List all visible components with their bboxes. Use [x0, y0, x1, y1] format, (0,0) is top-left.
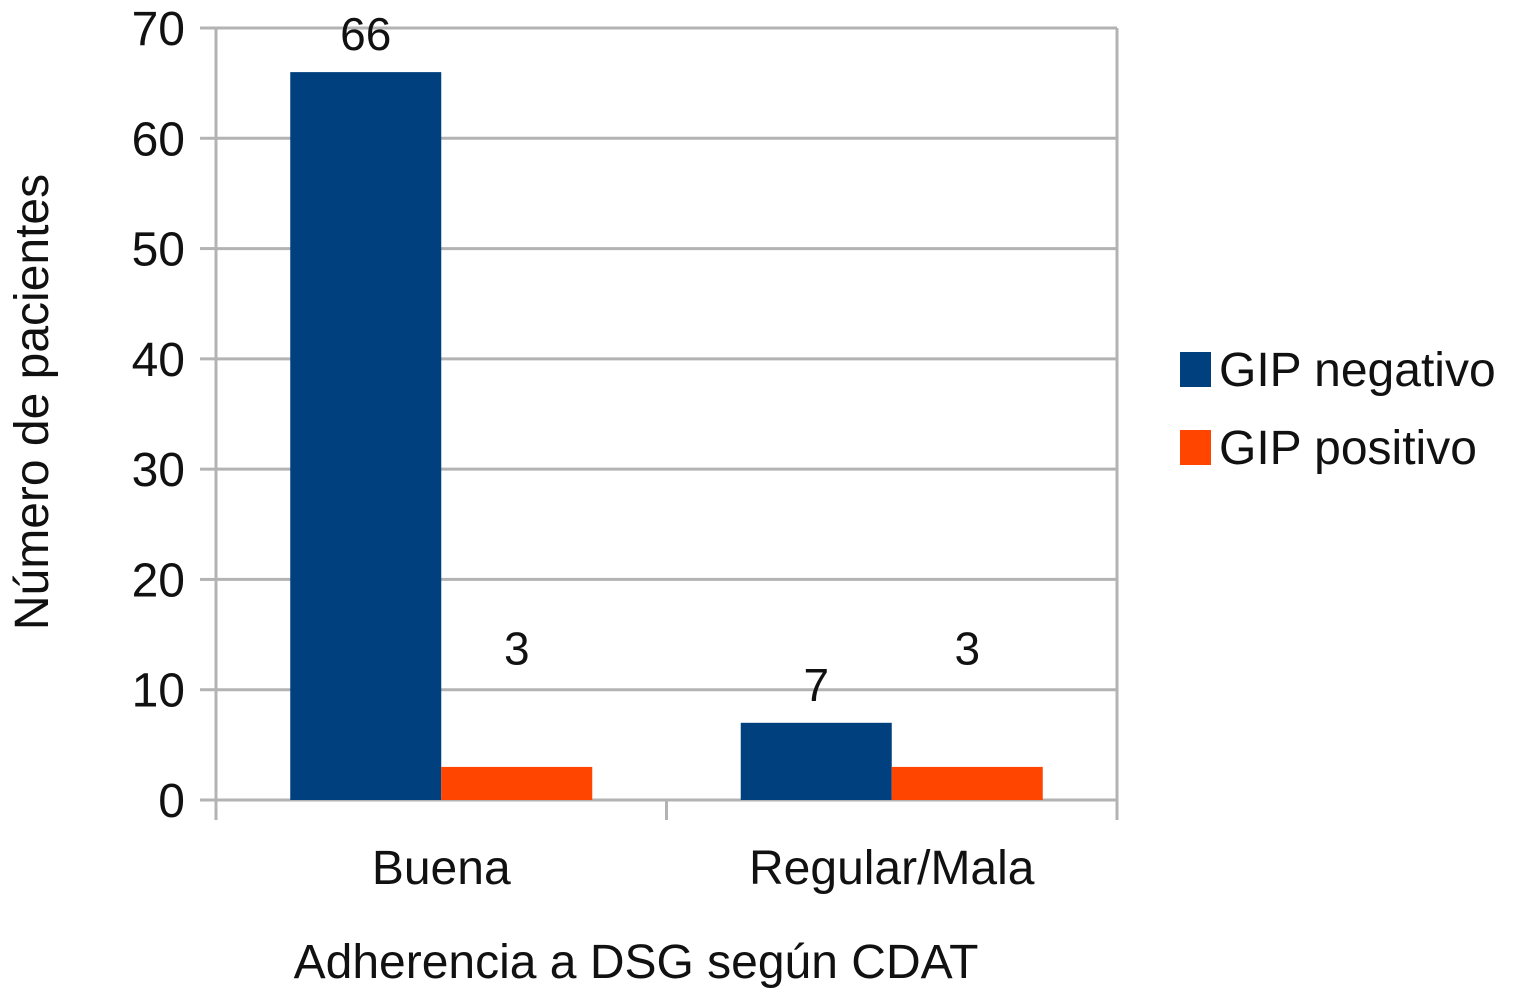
- x-axis-title: Adherencia a DSG según CDAT: [294, 936, 979, 989]
- y-tick-label: 50: [132, 224, 185, 277]
- x-category-label: Regular/Mala: [749, 842, 1035, 895]
- data-label: 3: [954, 622, 980, 674]
- y-axis-title: Número de pacientes: [6, 174, 59, 630]
- y-tick-label: 40: [132, 334, 185, 387]
- data-labels: 66 3 7 3: [340, 8, 980, 711]
- bar-gip-negativo-regular-mala: [740, 722, 892, 800]
- legend-label: GIP positivo: [1219, 422, 1477, 475]
- x-axis-categories: Buena Regular/Mala: [372, 842, 1035, 895]
- y-tick-label: 70: [132, 3, 185, 56]
- bar-gip-positivo-regular-mala: [891, 766, 1043, 800]
- bar-gip-positivo-buena: [441, 766, 593, 800]
- y-axis-ticks: 0 10 20 30 40 50 60 70: [132, 3, 185, 828]
- y-tick-label: 30: [132, 444, 185, 497]
- x-category-label: Buena: [372, 842, 511, 895]
- legend: GIP negativo GIP positivo: [1180, 344, 1496, 475]
- y-tick-label: 20: [132, 554, 185, 607]
- legend-label: GIP negativo: [1219, 344, 1496, 397]
- y-tick-label: 0: [158, 775, 185, 828]
- legend-swatch: [1180, 352, 1211, 387]
- data-label: 7: [803, 659, 829, 711]
- y-tick-label: 10: [132, 665, 185, 718]
- bars: [290, 72, 1043, 801]
- legend-swatch: [1180, 430, 1211, 465]
- bar-gip-negativo-buena: [290, 72, 442, 801]
- data-label: 3: [504, 622, 530, 674]
- y-tick-label: 60: [132, 113, 185, 166]
- data-label: 66: [340, 8, 391, 60]
